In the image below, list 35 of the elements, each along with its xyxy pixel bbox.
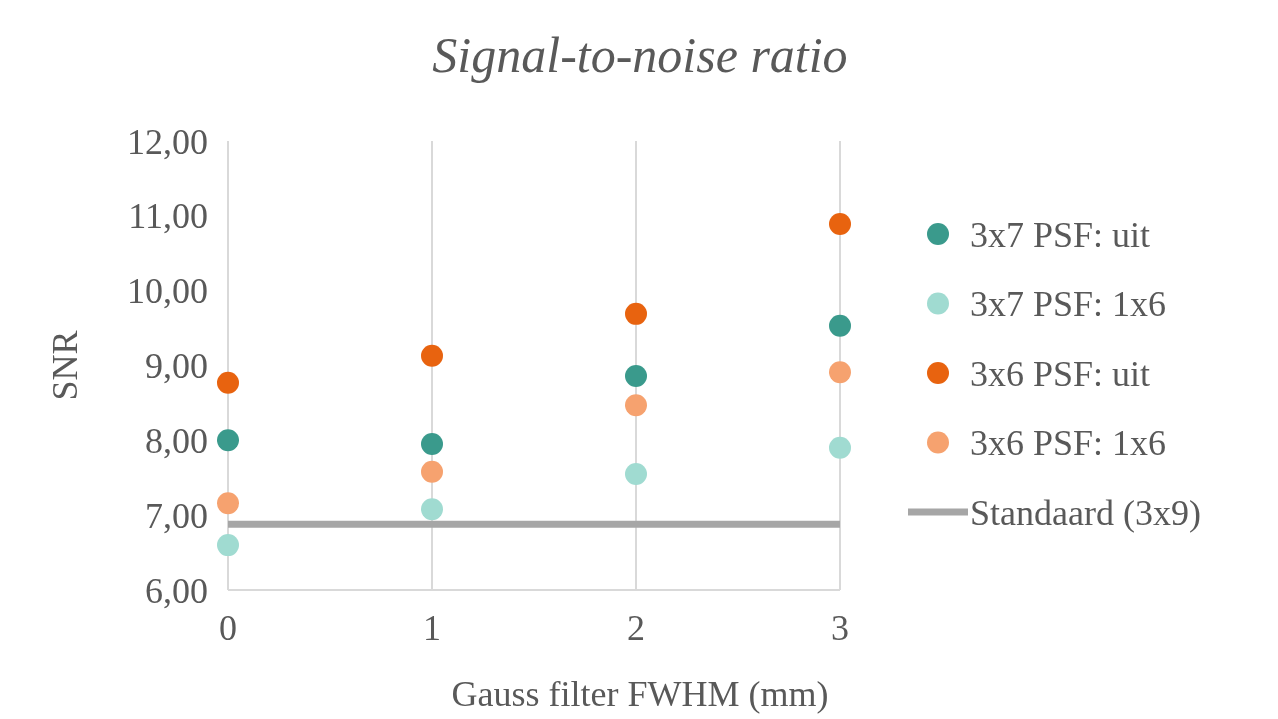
point (217, 371, 239, 394)
legend-label: 3x7 PSF: 1x6 (970, 284, 1167, 325)
x-tick-label: 2 (627, 608, 645, 648)
chart-title: Signal-to-noise ratio (432, 27, 848, 83)
point (625, 394, 647, 417)
point (421, 344, 443, 367)
x-tick-label: 0 (219, 608, 237, 648)
point (829, 213, 851, 236)
point (421, 460, 443, 483)
point (829, 314, 851, 337)
point (625, 302, 647, 325)
x-axis-title: Gauss filter FWHM (mm) (451, 674, 829, 714)
x-tick-label: 1 (423, 608, 441, 648)
point (421, 498, 443, 521)
point (625, 463, 647, 486)
point (217, 534, 239, 557)
point (217, 429, 239, 452)
legend-label: 3x7 PSF: uit (970, 214, 1151, 255)
y-tick-label: 10,00 (127, 271, 208, 312)
point (829, 361, 851, 384)
point (625, 364, 647, 387)
y-tick-label: 9,00 (145, 346, 208, 387)
y-axis-title: SNR (45, 330, 85, 401)
point (829, 436, 851, 459)
legend-label: 3x6 PSF: uit (970, 353, 1151, 394)
legend-label: Standaard (3x9) (970, 492, 1201, 533)
point (421, 433, 443, 456)
y-tick-label: 11,00 (128, 196, 208, 237)
y-tick-label: 6,00 (145, 570, 208, 611)
y-tick-label: 7,00 (145, 495, 208, 536)
y-tick-label: 12,00 (127, 121, 208, 162)
y-tick-label: 8,00 (145, 420, 208, 461)
x-tick-label: 3 (831, 608, 849, 648)
point (217, 492, 239, 515)
legend-label: 3x6 PSF: 1x6 (970, 423, 1167, 464)
